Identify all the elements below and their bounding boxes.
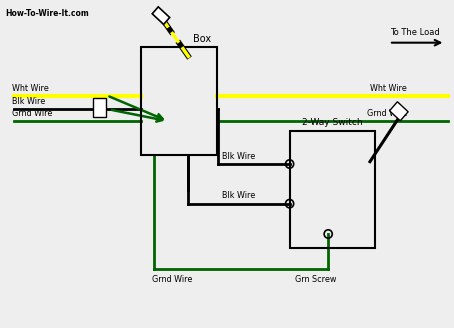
Text: Grnd Wire: Grnd Wire [152,275,192,284]
Text: 2-Way Switch: 2-Way Switch [302,118,363,127]
Text: Grnd Wire: Grnd Wire [366,109,407,118]
Polygon shape [390,102,408,121]
Text: Blk Wire: Blk Wire [222,192,255,200]
Text: Blk Wire: Blk Wire [222,152,255,161]
Text: Wht Wire: Wht Wire [12,84,49,93]
Bar [290,131,375,248]
Polygon shape [152,7,170,24]
Text: Grnd Wire: Grnd Wire [12,109,52,118]
Text: To The Load: To The Load [390,28,439,37]
Text: Grn Screw: Grn Screw [295,275,336,284]
Text: Box: Box [193,34,211,44]
Text: How-To-Wire-It.com: How-To-Wire-It.com [5,9,89,18]
Bar [141,47,217,155]
Text: Blk Wire: Blk Wire [12,97,45,106]
Bar [93,98,106,117]
Text: Wht Wire: Wht Wire [370,84,407,93]
